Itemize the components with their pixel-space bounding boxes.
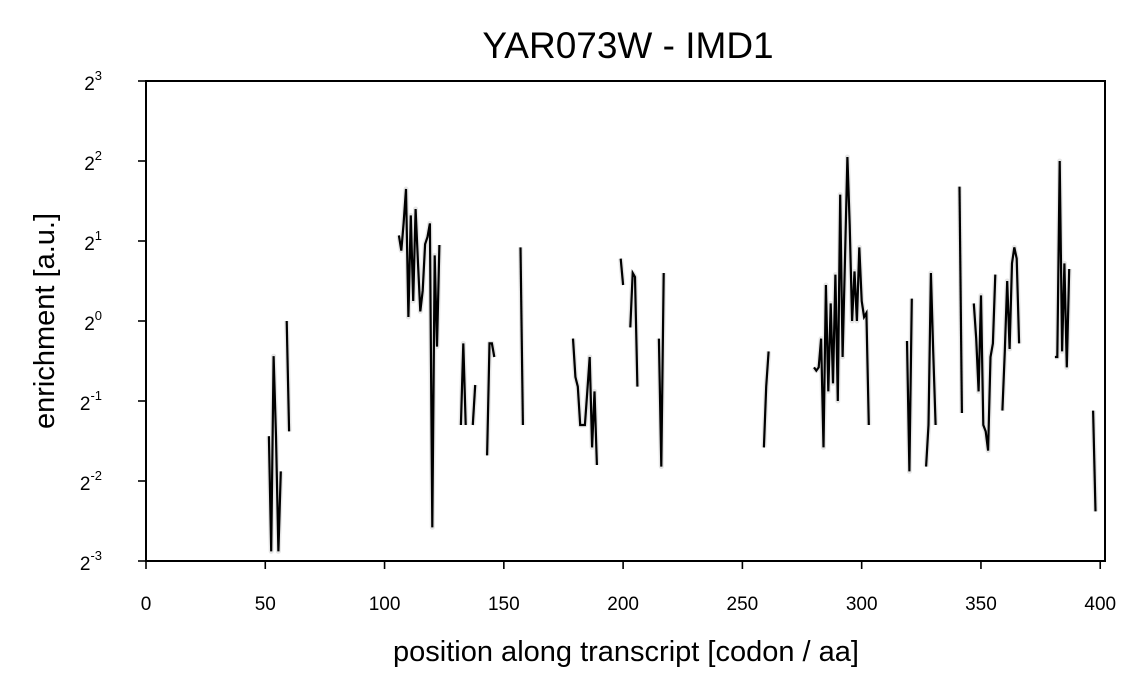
x-axis: 0 50 100 150 200 250 300 350 400	[141, 561, 1116, 615]
enrichment-line-1	[285, 320, 291, 432]
y-tick-label: 20	[84, 308, 102, 335]
enrichment-line-16	[972, 274, 997, 451]
y-tick-label: 2-2	[80, 468, 102, 495]
enrichment-line-14	[925, 272, 937, 467]
x-tick-label: 200	[607, 594, 639, 615]
enrichment-line-8	[619, 258, 625, 286]
y-tick-exponent: -3	[90, 548, 102, 563]
enrichment-line-5	[486, 342, 496, 456]
x-tick-label: 350	[965, 594, 997, 615]
y-tick-label: 2-3	[80, 548, 102, 575]
enrichment-line-12	[813, 156, 870, 448]
x-tick-label: 400	[1084, 594, 1116, 615]
y-tick-exponent: 3	[95, 68, 102, 83]
enrichment-line-13	[905, 298, 913, 472]
enrichment-line-10	[657, 272, 665, 467]
y-tick-exponent: 2	[95, 148, 102, 163]
y-tick-exponent: 1	[95, 228, 102, 243]
y-axis-label: enrichment [a.u.]	[29, 213, 61, 429]
x-tick-label: 150	[488, 594, 520, 615]
y-tick-base: 2	[80, 554, 91, 575]
chart-title: YAR073W - IMD1	[482, 25, 773, 66]
y-tick-label: 22	[84, 148, 102, 175]
enrichment-line-9	[629, 269, 639, 387]
y-tick-base: 2	[84, 154, 95, 175]
enrichment-line-11	[762, 351, 770, 448]
y-tick-exponent: -2	[90, 468, 102, 483]
enrichment-line-4	[471, 384, 477, 426]
enrichment-line-0	[267, 356, 282, 552]
enrichment-line-7	[571, 338, 598, 466]
enrichment-line-17	[1001, 247, 1021, 411]
y-tick-base: 2	[80, 474, 91, 495]
confidence-bands	[266, 154, 1098, 554]
enrichment-line-2	[397, 188, 441, 528]
y-tick-base: 2	[84, 314, 95, 335]
enrichment-line-3	[459, 343, 467, 426]
y-tick-base: 2	[84, 234, 95, 255]
x-tick-label: 100	[369, 594, 401, 615]
enrichment-series	[267, 156, 1097, 552]
y-tick-label: 23	[84, 68, 102, 95]
enrichment-line-18	[1054, 160, 1071, 368]
enrichment-line-19	[1092, 410, 1097, 512]
x-tick-label: 50	[255, 594, 276, 615]
x-tick-label: 250	[727, 594, 759, 615]
x-tick-label: 0	[141, 594, 152, 615]
enrichment-line-15	[958, 186, 963, 414]
y-tick-exponent: -1	[90, 388, 102, 403]
x-axis-label: position along transcript [codon / aa]	[393, 636, 859, 668]
y-tick-exponent: 0	[95, 308, 102, 323]
x-tick-label: 300	[846, 594, 878, 615]
y-tick-label: 21	[84, 228, 102, 255]
y-tick-base: 2	[84, 74, 95, 95]
y-tick-label: 2-1	[80, 388, 102, 415]
enrichment-line-6	[519, 247, 524, 426]
y-tick-base: 2	[80, 394, 91, 415]
